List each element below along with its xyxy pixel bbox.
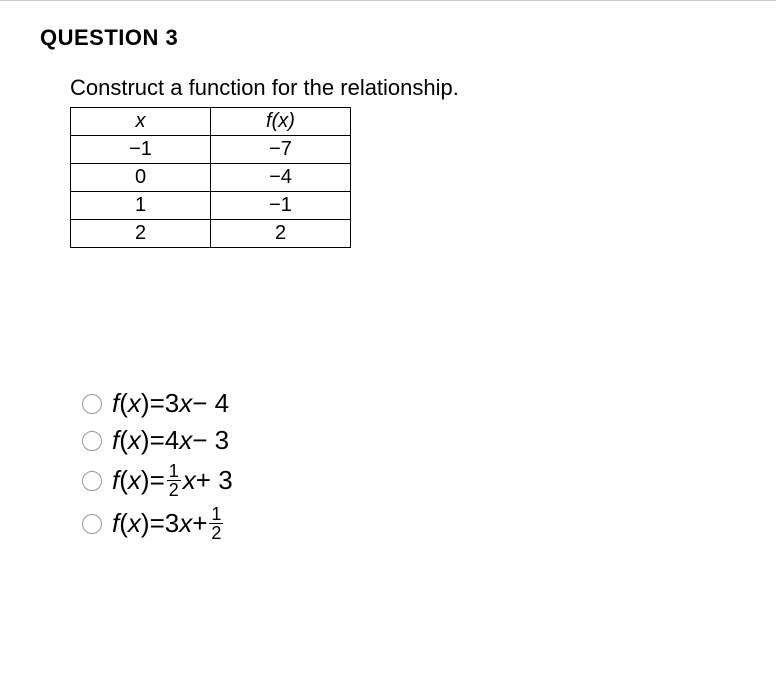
table-cell-fx: −7 (211, 136, 351, 164)
table-header-x: x (71, 108, 211, 136)
table-cell-x: 2 (71, 220, 211, 248)
radio-icon[interactable] (82, 471, 102, 491)
option-c[interactable]: f(x) = 1 2 x + 3 (82, 462, 736, 499)
table-row: 1 −1 (71, 192, 351, 220)
table-row: −1 −7 (71, 136, 351, 164)
radio-icon[interactable] (82, 394, 102, 414)
question-prompt: Construct a function for the relationshi… (70, 75, 736, 101)
table-cell-x: 0 (71, 164, 211, 192)
table-cell-x: −1 (71, 136, 211, 164)
answer-options: f(x) = 3x − 4 f(x) = 4x − 3 f(x) = 1 2 x… (70, 388, 736, 542)
table-cell-x: 1 (71, 192, 211, 220)
option-b-text: f(x) = 4x − 3 (112, 425, 229, 456)
option-c-text: f(x) = 1 2 x + 3 (112, 462, 233, 499)
table-cell-fx: −1 (211, 192, 351, 220)
table-cell-fx: 2 (211, 220, 351, 248)
radio-icon[interactable] (82, 514, 102, 534)
radio-icon[interactable] (82, 431, 102, 451)
table-cell-fx: −4 (211, 164, 351, 192)
option-a[interactable]: f(x) = 3x − 4 (82, 388, 736, 419)
option-a-text: f(x) = 3x − 4 (112, 388, 229, 419)
option-d[interactable]: f(x) = 3x + 1 2 (82, 505, 736, 542)
option-b[interactable]: f(x) = 4x − 3 (82, 425, 736, 456)
option-d-text: f(x) = 3x + 1 2 (112, 505, 225, 542)
table-row: 0 −4 (71, 164, 351, 192)
table-row: 2 2 (71, 220, 351, 248)
fraction: 1 2 (167, 462, 181, 499)
fraction: 1 2 (209, 505, 223, 542)
question-heading: QUESTION 3 (40, 25, 736, 51)
table-header-fx: f(x) (211, 108, 351, 136)
table-header-row: x f(x) (71, 108, 351, 136)
data-table: x f(x) −1 −7 0 −4 1 −1 2 2 (70, 107, 351, 248)
question-content: Construct a function for the relationshi… (40, 75, 736, 542)
